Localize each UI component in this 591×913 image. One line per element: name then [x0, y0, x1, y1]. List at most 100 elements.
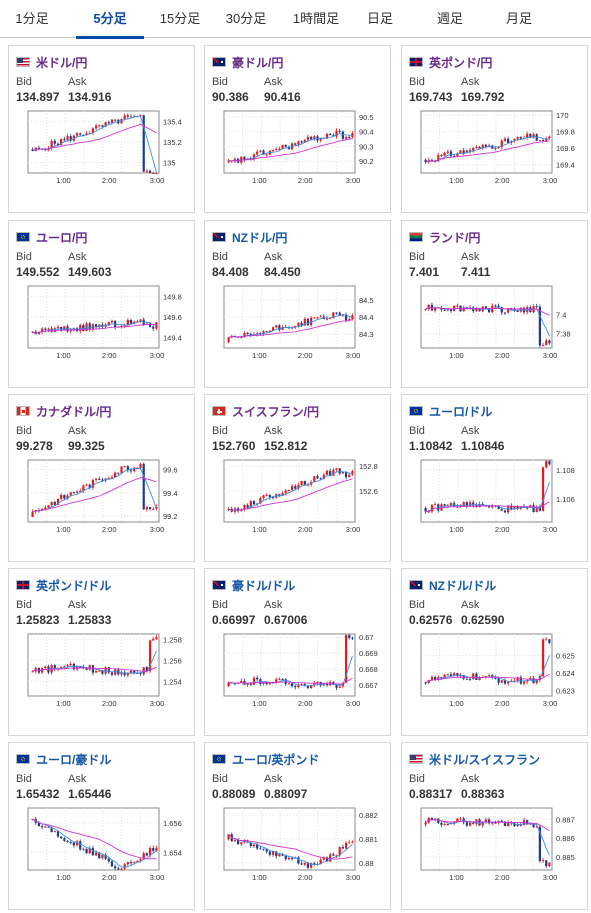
currency-pair-name[interactable]: NZドル/円 — [232, 230, 288, 245]
rate-card[interactable]: 豪ドル/ドル Bid Ask 0.66997 0.67006 0.67 0.669… — [204, 568, 391, 736]
currency-pair-name[interactable]: ユーロ/英ポンド — [232, 752, 320, 767]
x-tick-label: 3:00 — [346, 873, 361, 882]
candle — [487, 673, 491, 678]
candle — [481, 143, 484, 150]
za-flag-icon — [409, 232, 423, 242]
candle — [313, 680, 316, 688]
x-tick-label: 3:00 — [346, 351, 361, 360]
bid-label: Bid — [16, 251, 32, 263]
nz-us-flag-icon — [409, 580, 423, 590]
tab-6[interactable]: 週足 — [436, 11, 463, 26]
short-moving-average-line — [32, 818, 157, 868]
currency-pair-name[interactable]: 英ポンド/ドル — [36, 578, 112, 593]
currency-pair-name[interactable]: ユーロ/ドル — [429, 404, 493, 419]
mini-candlestick-chart[interactable]: 1.108 1.106 1:00 2:00 3:00 — [402, 457, 589, 557]
y-tick-label: 1.254 — [163, 677, 182, 686]
rate-card[interactable]: ユーロ/円 Bid Ask 149.552 149.603 149.8 149.6… — [8, 220, 195, 388]
candle — [313, 135, 316, 141]
bid-label: Bid — [409, 425, 425, 437]
currency-pair-name[interactable]: 米ドル/スイスフラン — [429, 752, 540, 767]
mini-candlestick-chart[interactable]: 99.6 99.4 99.2 1:00 2:00 3:00 — [9, 457, 196, 557]
currency-pair-name[interactable]: カナダドル/円 — [36, 404, 112, 419]
long-moving-average-line — [32, 666, 157, 672]
candle — [344, 840, 348, 850]
rate-card[interactable]: ランド/円 Bid Ask 7.401 7.411 7.4 7.38 1:00 2:0… — [401, 220, 588, 388]
rate-card[interactable]: 米ドル/円 Bid Ask 134.897 134.916 135.4 135.2… — [8, 45, 195, 213]
mini-candlestick-chart[interactable]: 0.882 0.881 0.88 1:00 2:00 3:00 — [205, 805, 392, 905]
mini-candlestick-chart[interactable]: 0.887 0.886 0.885 1:00 2:00 3:00 — [402, 805, 589, 905]
candle — [37, 821, 41, 827]
ask-value: 0.67006 — [264, 613, 308, 627]
rate-card[interactable]: 豪ドル/円 Bid Ask 90.386 90.416 90.5 90.4 90.3… — [204, 45, 391, 213]
mini-candlestick-chart[interactable]: 84.5 84.4 84.3 1:00 2:00 3:00 — [205, 283, 392, 383]
bid-label: Bid — [16, 425, 32, 437]
rate-card[interactable]: NZドル/ドル Bid Ask 0.62576 0.62590 0.625 0.6… — [401, 568, 588, 736]
currency-pair-name[interactable]: ランド/円 — [429, 230, 481, 245]
candle — [545, 860, 548, 869]
currency-pair-name[interactable]: 豪ドル/ドル — [232, 578, 296, 593]
x-tick-label: 1:00 — [449, 699, 464, 708]
mini-candlestick-chart[interactable]: 1.258 1.256 1.254 1:00 2:00 3:00 — [9, 631, 196, 731]
ask-label: Ask — [68, 599, 87, 611]
y-tick-label: 90.3 — [359, 142, 374, 151]
rate-card[interactable]: 英ポンド/ドル Bid Ask 1.25823 1.25833 1.258 1.2… — [8, 568, 195, 736]
tab-2[interactable]: 15分足 — [159, 11, 201, 26]
mini-candlestick-chart[interactable]: 7.4 7.38 1:00 2:00 3:00 — [402, 283, 589, 383]
mini-candlestick-chart[interactable]: 170 169.8 169.6 169.4 1:00 2:00 3:00 — [402, 108, 589, 208]
currency-pair-name[interactable]: 英ポンド/円 — [429, 55, 493, 70]
candle — [262, 494, 265, 500]
candle — [348, 839, 351, 844]
currency-pair-name[interactable]: NZドル/ドル — [429, 578, 497, 593]
candle — [310, 316, 313, 327]
candle — [284, 144, 287, 148]
tab-7[interactable]: 月足 — [505, 11, 532, 26]
long-moving-average-line — [32, 123, 157, 152]
currency-pair-name[interactable]: 豪ドル/円 — [232, 55, 284, 70]
mini-candlestick-chart[interactable]: 135.4 135.2 135 1:00 2:00 3:00 — [9, 108, 196, 208]
mini-candlestick-chart[interactable]: 149.8 149.6 149.4 1:00 2:00 3:00 — [9, 283, 196, 383]
mini-candlestick-chart[interactable]: 0.67 0.669 0.668 0.667 1:00 2:00 3:00 — [205, 631, 392, 731]
candle — [325, 316, 329, 321]
candle — [519, 136, 522, 140]
rate-card[interactable]: スイスフラン/円 Bid Ask 152.760 152.812 152.8 15… — [204, 394, 391, 562]
candle — [107, 120, 110, 125]
mini-candlestick-chart[interactable]: 1.656 1.654 1:00 2:00 3:00 — [9, 805, 196, 905]
candle — [484, 817, 488, 825]
currency-pair-name[interactable]: スイスフラン/円 — [232, 404, 319, 419]
tab-1[interactable]: 5分足 — [76, 0, 144, 39]
tab-4[interactable]: 1時間足 — [292, 11, 340, 26]
candle — [548, 638, 551, 645]
tab-3[interactable]: 30分足 — [225, 11, 267, 26]
mini-candlestick-chart[interactable]: 152.8 152.6 1:00 2:00 3:00 — [205, 457, 392, 557]
rate-card[interactable]: 英ポンド/円 Bid Ask 169.743 169.792 170 169.8 1… — [401, 45, 588, 213]
chart-svg: 0.882 0.881 0.88 1:00 2:00 3:00 — [223, 807, 378, 882]
candle — [500, 680, 503, 684]
mini-candlestick-chart[interactable]: 90.5 90.4 90.3 90.2 1:00 2:00 3:00 — [205, 108, 392, 208]
currency-pair-name[interactable]: ユーロ/豪ドル — [36, 752, 112, 767]
rate-card[interactable]: ユーロ/ドル Bid Ask 1.10842 1.10846 1.108 1.10… — [401, 394, 588, 562]
candle — [94, 477, 98, 483]
currency-pair-name[interactable]: 米ドル/円 — [36, 55, 88, 70]
tab-0[interactable]: 1分足 — [15, 11, 49, 26]
candle — [484, 143, 488, 149]
rate-card[interactable]: カナダドル/円 Bid Ask 99.278 99.325 99.6 99.4 99… — [8, 394, 195, 562]
candle — [265, 153, 268, 157]
tab-5[interactable]: 日足 — [366, 11, 393, 26]
bid-value: 0.88317 — [409, 787, 453, 801]
candle — [316, 316, 319, 319]
rate-card[interactable]: ユーロ/豪ドル Bid Ask 1.65432 1.65446 1.656 1.6… — [8, 742, 195, 910]
candle — [443, 822, 446, 826]
mini-candlestick-chart[interactable]: 0.625 0.624 0.623 1:00 2:00 3:00 — [402, 631, 589, 731]
x-tick-label: 1:00 — [252, 699, 267, 708]
candle — [126, 113, 129, 119]
rate-card[interactable]: ユーロ/英ポンド Bid Ask 0.88089 0.88097 0.882 0.… — [204, 742, 391, 910]
x-tick-label: 2:00 — [495, 699, 510, 708]
candle — [60, 493, 63, 501]
candle — [548, 460, 551, 466]
long-moving-average-line — [228, 319, 353, 338]
currency-pair-name[interactable]: ユーロ/円 — [36, 230, 88, 245]
rate-card[interactable]: NZドル/円 Bid Ask 84.408 84.450 84.5 84.4 84.… — [204, 220, 391, 388]
candle — [494, 304, 497, 308]
rate-card[interactable]: 米ドル/スイスフラン Bid Ask 0.88317 0.88363 0.887… — [401, 742, 588, 910]
ask-value: 1.25833 — [68, 613, 112, 627]
